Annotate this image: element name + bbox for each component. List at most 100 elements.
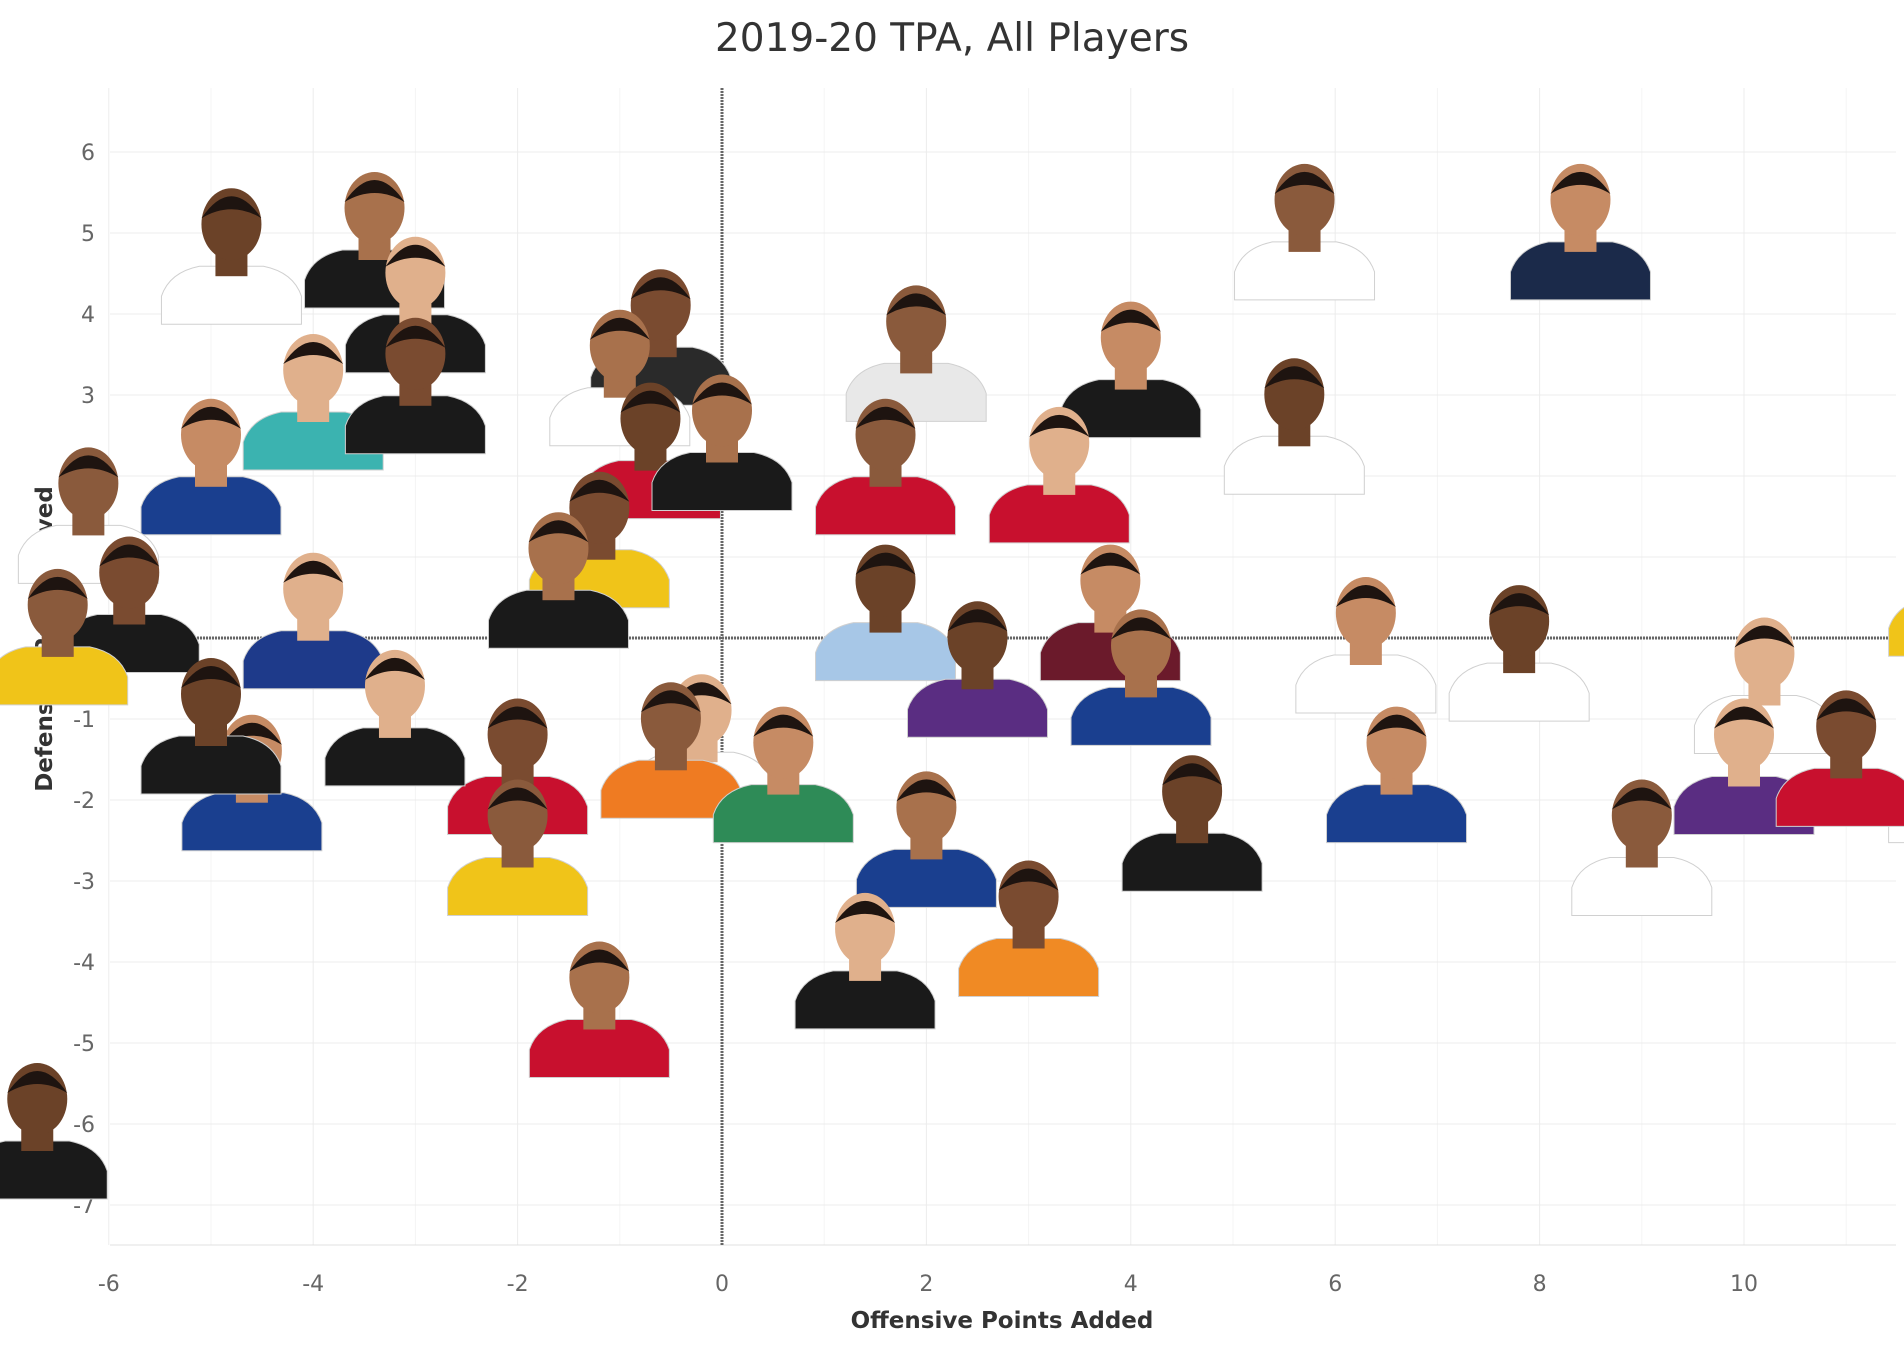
player-hair <box>569 479 630 502</box>
player-jersey <box>1234 241 1376 301</box>
player-hair <box>589 317 650 340</box>
y-tick-label: 4 <box>81 303 95 328</box>
player-hair <box>1100 309 1161 332</box>
player-neck <box>297 618 330 641</box>
player-headshot-point <box>1295 577 1437 714</box>
player-headshot-point <box>958 860 1100 997</box>
player-neck <box>1380 772 1413 795</box>
player-hair <box>1335 585 1396 607</box>
player-jersey <box>1448 662 1590 722</box>
player-headshot-point <box>0 568 129 706</box>
player-jersey <box>712 784 854 844</box>
player-neck <box>1114 367 1147 390</box>
player-jersey <box>181 792 323 852</box>
player-jersey <box>1121 832 1263 892</box>
player-headshot-point <box>447 779 589 916</box>
player-hair <box>947 609 1008 632</box>
player-hair <box>640 690 701 713</box>
x-tick-label: 2 <box>919 1272 933 1297</box>
player-headshot-point <box>344 317 486 455</box>
player-headshot-point <box>1448 585 1590 722</box>
y-tick-label: -4 <box>73 951 95 976</box>
player-neck <box>1564 229 1597 252</box>
player-jersey <box>958 938 1100 997</box>
player-neck <box>1125 675 1158 698</box>
player-hair <box>1611 787 1672 810</box>
player-hair <box>99 544 160 567</box>
player-headshot-point <box>1121 755 1263 892</box>
chart-title: 2019-20 TPA, All Players <box>714 16 1190 61</box>
player-hair <box>835 900 896 923</box>
player-jersey <box>528 1019 670 1078</box>
player-neck <box>378 715 411 738</box>
player-neck <box>849 958 882 981</box>
player-hair <box>27 576 88 599</box>
player-neck <box>41 634 74 657</box>
player-neck <box>1748 683 1781 706</box>
player-headshot-point <box>528 941 670 1078</box>
player-headshot-point <box>600 682 742 819</box>
player-hair <box>630 277 691 300</box>
player-headshot-point <box>1509 163 1651 301</box>
player-neck <box>869 610 902 633</box>
player-neck <box>634 448 667 471</box>
player-jersey <box>815 476 957 536</box>
player-hair <box>487 787 548 810</box>
player-headshot-point <box>907 601 1048 738</box>
player-jersey <box>988 484 1130 544</box>
player-headshot-point <box>140 658 282 795</box>
player-headshot-point <box>794 892 936 1030</box>
player-jersey <box>855 848 997 908</box>
player-headshot-point <box>1571 779 1713 916</box>
player-headshot-point <box>487 512 629 649</box>
player-neck <box>501 845 534 868</box>
x-tick-label: 0 <box>715 1272 729 1297</box>
player-hair <box>1734 625 1795 648</box>
x-tick-label: 10 <box>1730 1272 1758 1297</box>
player-neck <box>358 238 391 260</box>
player-neck <box>1625 845 1658 868</box>
y-tick-label: 6 <box>81 141 95 166</box>
player-hair <box>1029 414 1090 437</box>
y-tick-label: -1 <box>73 708 95 733</box>
player-neck <box>542 578 575 601</box>
player-hair <box>855 406 916 429</box>
player-neck <box>1830 756 1863 779</box>
player-headshot-point <box>1223 358 1365 495</box>
player-hair <box>998 868 1059 891</box>
player-hair <box>1550 171 1611 194</box>
player-neck <box>113 602 146 625</box>
player-headshot-point <box>1888 606 1904 657</box>
player-neck <box>767 772 800 795</box>
player-hair <box>528 520 589 543</box>
player-jersey <box>1888 606 1904 657</box>
y-tick-label: -2 <box>73 789 95 814</box>
player-hair <box>1080 552 1141 575</box>
player-jersey <box>794 970 936 1030</box>
player-headshot-point <box>0 1063 108 1200</box>
player-headshot-point <box>988 406 1130 544</box>
player-hair <box>1264 366 1325 389</box>
player-jersey <box>600 759 742 819</box>
player-jersey <box>1070 686 1212 746</box>
player-jersey <box>344 395 486 455</box>
tick-layer: -10-8-6-4-202468101214161820226543210-1-… <box>73 141 1758 1297</box>
player-hair <box>1111 617 1172 640</box>
player-neck <box>1288 229 1321 252</box>
player-jersey <box>1509 241 1651 301</box>
player-headshot-point <box>712 706 854 844</box>
player-hair <box>1489 593 1550 616</box>
player-neck <box>583 537 616 560</box>
y-tick-label: -7 <box>73 1194 95 1219</box>
player-hair <box>58 455 119 478</box>
player-neck <box>603 375 636 398</box>
y-tick-label: -3 <box>73 870 95 895</box>
player-neck <box>1176 821 1209 844</box>
player-hair <box>385 244 446 267</box>
player-neck <box>910 837 943 860</box>
player-headshot-point <box>1775 690 1904 827</box>
player-hair <box>692 382 752 405</box>
player-jersey <box>1223 435 1365 495</box>
player-neck <box>195 724 227 746</box>
player-hair <box>1714 706 1774 729</box>
